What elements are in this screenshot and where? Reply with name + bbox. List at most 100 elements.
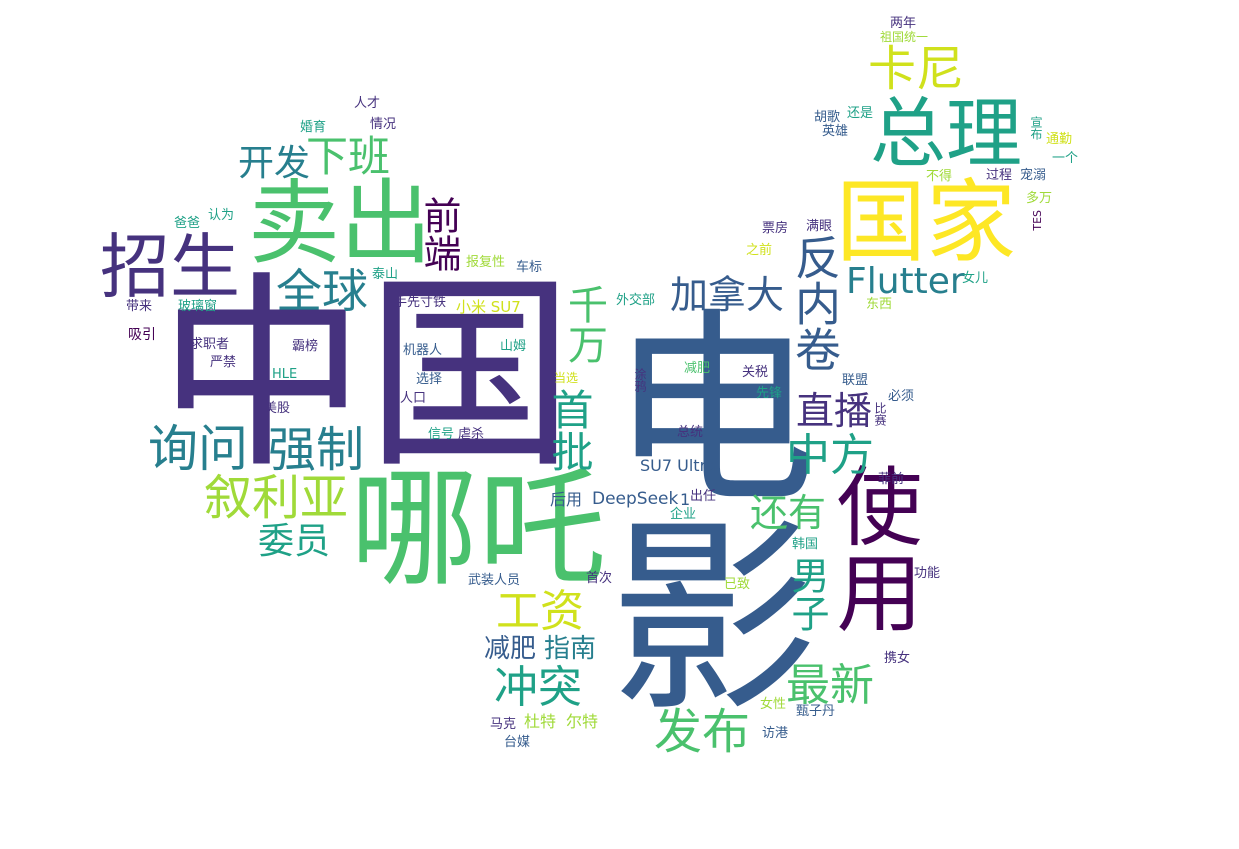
word-baofuxing: 报复性 [466, 255, 506, 270]
word-xiaban: 下班 [306, 132, 391, 181]
word-bude: 不得 [926, 169, 953, 184]
word-manyan: 满眼 [806, 219, 833, 234]
word-zhinan: 指南 [544, 634, 597, 664]
word-bababang: 霸榜 [292, 339, 319, 354]
word-baba: 爸爸 [174, 216, 201, 231]
word-kaifa: 开发 [238, 143, 311, 184]
word-chongni: 宠溺 [1020, 168, 1047, 183]
word-n1: 1 [680, 490, 691, 509]
word-shouci: 首次 [586, 571, 613, 586]
word-zuguotongyi: 祖国统一 [880, 30, 929, 44]
word-duowan: 多万 [1026, 191, 1053, 206]
word-tonggou: 通勤 [1046, 132, 1073, 147]
word-chuzhi: 出任 [690, 489, 717, 504]
word-yige: 一个 [1052, 151, 1079, 166]
word-bolichuang: 玻璃窗 [178, 299, 218, 314]
word-su7ultra: SU7 Ultra [640, 456, 716, 475]
word-shiyong: 使用 [821, 462, 921, 634]
word-wuzhuangrenyuan: 武装人员 [468, 573, 521, 588]
word-zhiqian: 之前 [746, 243, 773, 258]
word-lianmeng: 联盟 [842, 373, 869, 388]
word-houyong: 后用 [550, 490, 583, 509]
word-zhenzidan: 甄子丹 [796, 704, 836, 719]
word-fanggang: 访港 [762, 726, 789, 741]
word-tes: TES [1031, 210, 1044, 231]
word-zhaosheng: 招生 [100, 226, 240, 308]
word-qingkuang: 情况 [370, 117, 397, 132]
word-jiqiren: 机器人 [403, 343, 443, 358]
word-yingxiong: 英雄 [822, 124, 849, 139]
word-erte: 尔特 [566, 712, 599, 731]
word-flutter: Flutter [846, 261, 965, 302]
word-bisai: 比赛 [873, 402, 887, 426]
word-dute: 杜特 [524, 712, 557, 731]
word-yanjin: 严禁 [210, 355, 237, 370]
word-nanzi: 男子 [785, 556, 829, 632]
word-make: 马克 [490, 717, 517, 732]
word-renwei: 认为 [208, 208, 235, 223]
word-zhongfang: 中方 [786, 430, 874, 481]
word-guanshui: 关税 [742, 365, 769, 380]
word-hanguo: 韩国 [792, 537, 819, 552]
word-zhibo: 直播 [796, 389, 873, 433]
word-xuliya: 叙利亚 [204, 470, 349, 526]
word-chongliu: 涂鸦 [633, 368, 647, 392]
word-daiilai: 带来 [126, 299, 153, 314]
word-shanmu: 山姆 [500, 339, 527, 354]
word-waijiaobu: 外交部 [616, 293, 656, 308]
word-nuesha: 虐杀 [458, 427, 485, 442]
word-jianfei-small: 减肥 [684, 361, 711, 376]
word-xiyin: 吸引 [128, 327, 156, 343]
word-nvxing: 女性 [760, 697, 787, 712]
word-xuanbu: 宣布 [1029, 116, 1043, 140]
word-qiuzhizhe: 求职者 [190, 337, 230, 352]
word-deepseek: DeepSeek [592, 489, 679, 509]
word-gongzi: 工资 [496, 586, 584, 637]
word-jianada: 加拿大 [670, 273, 785, 317]
word-qianduan: 前端 [417, 196, 461, 272]
word-dongxi: 东西 [866, 297, 893, 312]
word-nezha: 哪吒 [350, 455, 607, 604]
word-maichu: 卖出 [248, 170, 433, 277]
word-liangnian: 两年 [890, 16, 917, 31]
word-qianwan: 千万 [561, 284, 607, 364]
word-fabu: 发布 [654, 704, 751, 760]
word-zhongguo: 中国 [158, 255, 574, 497]
word-nuer: 女儿 [962, 271, 989, 286]
word-gongneng: 功能 [914, 566, 941, 581]
word-meigu: 美股 [264, 401, 291, 416]
word-chongtu: 冲突 [494, 662, 582, 713]
word-guocheng: 过程 [986, 168, 1013, 183]
word-xuanze: 选择 [416, 372, 443, 387]
word-xiaomisu7: 小米 SU7 [456, 298, 521, 316]
word-qiye: 企业 [670, 507, 697, 522]
word-kani: 卡尼 [868, 41, 965, 97]
word-shoupi: 首批 [545, 388, 594, 472]
word-yizhi: 已致 [724, 577, 751, 592]
word-bixu: 必须 [888, 389, 915, 404]
word-jianfei-big: 减肥 [484, 634, 537, 664]
word-shouguangtie: 手先寸铁 [394, 295, 447, 310]
word-renkou: 人口 [400, 391, 427, 406]
word-huge: 胡歌 [814, 110, 841, 125]
word-rencai: 人才 [354, 96, 381, 111]
word-haiyou: 还有 [750, 491, 827, 535]
word-hunyu: 婚育 [300, 120, 327, 135]
word-taimei: 台媒 [504, 735, 531, 750]
word-qiangzhi: 强制 [268, 422, 365, 478]
word-haishi: 还是 [847, 106, 874, 121]
word-zongtong: 总统 [677, 425, 704, 440]
word-piaofang: 票房 [762, 221, 789, 236]
word-weiyuan: 委员 [258, 521, 331, 562]
word-guojia: 国家 [836, 170, 1016, 275]
word-zuixin: 最新 [786, 660, 874, 711]
word-xianfeng: 先锋 [756, 386, 783, 401]
word-hle: HLE [272, 367, 298, 382]
word-feiqian: 菲前 [878, 472, 905, 487]
word-xunwen: 询问 [148, 420, 248, 478]
word-quanqiu: 全球 [276, 264, 368, 318]
word-zongli: 总理 [870, 89, 1022, 178]
word-dianying: 电影 [573, 300, 815, 716]
word-chebiao: 车标 [516, 260, 543, 275]
